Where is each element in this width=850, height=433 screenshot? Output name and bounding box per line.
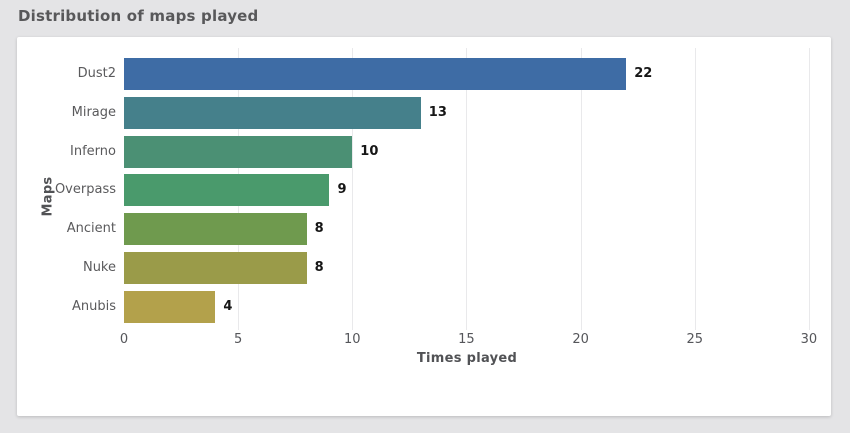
x-tick-label-20: 20 xyxy=(572,332,589,347)
x-tick-label-25: 25 xyxy=(686,332,704,347)
value-label-ancient: 8 xyxy=(314,221,324,237)
category-label-anubis: Anubis xyxy=(71,298,116,314)
gridline-x-10 xyxy=(352,48,354,330)
bar-anubis xyxy=(124,290,216,323)
value-label-inferno: 10 xyxy=(360,143,379,159)
bar-inferno xyxy=(124,135,353,168)
page-title: Distribution of maps played xyxy=(18,7,259,25)
x-tick-label-0: 0 xyxy=(119,332,129,347)
value-label-mirage: 13 xyxy=(428,104,447,120)
x-tick-label-10: 10 xyxy=(344,332,361,347)
category-label-nuke: Nuke xyxy=(82,260,116,275)
bar-overpass xyxy=(124,174,330,207)
x-tick-label-30: 30 xyxy=(800,332,818,347)
gridline-x-30 xyxy=(808,48,810,330)
category-label-inferno: Inferno xyxy=(70,143,116,159)
gridline-x-25 xyxy=(694,48,696,330)
value-label-dust2: 22 xyxy=(634,66,653,81)
x-tick-label-5: 5 xyxy=(234,332,243,347)
x-tick-label-15: 15 xyxy=(458,332,475,347)
category-label-dust2: Dust2 xyxy=(77,66,116,81)
gridline-x-20 xyxy=(580,48,582,330)
value-label-anubis: 4 xyxy=(223,298,233,314)
bar-ancient xyxy=(124,213,307,246)
bar-nuke xyxy=(124,252,307,284)
category-label-overpass: Overpass xyxy=(54,182,116,198)
value-label-nuke: 8 xyxy=(314,260,324,275)
gridline-x-15 xyxy=(466,48,468,330)
category-label-ancient: Ancient xyxy=(66,221,116,237)
bar-mirage xyxy=(124,96,421,129)
y-axis-title: Maps xyxy=(40,176,56,217)
bar-dust2 xyxy=(124,58,627,90)
value-label-overpass: 9 xyxy=(337,182,347,198)
category-label-mirage: Mirage xyxy=(71,104,116,120)
x-axis-title: Times played xyxy=(416,351,518,366)
